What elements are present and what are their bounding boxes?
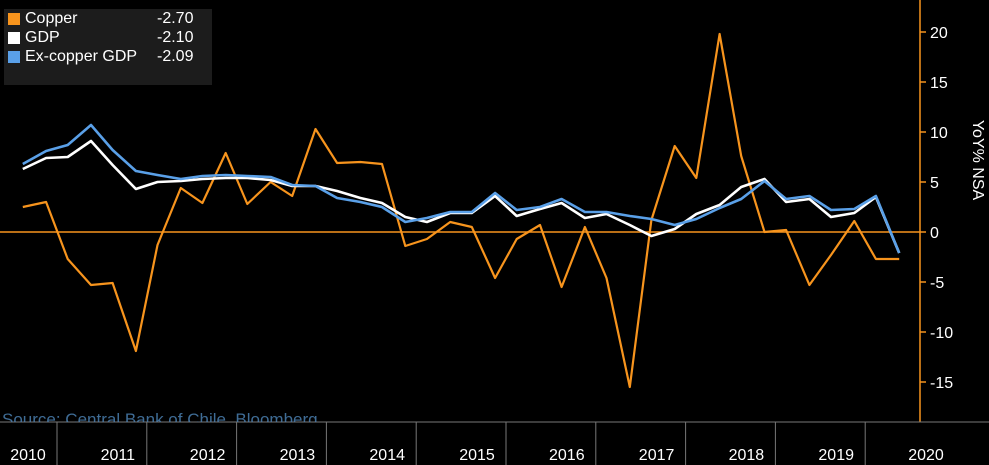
y-axis-title: YoY% NSA <box>969 120 986 201</box>
y-tick-label: 20 <box>930 25 948 42</box>
legend-entry-gdp: GDP -2.10 <box>4 28 212 47</box>
legend-label-ex-copper-gdp: Ex-copper GDP <box>25 47 138 65</box>
legend-entry-ex-copper-gdp: Ex-copper GDP -2.09 <box>4 47 212 66</box>
source-note: Source: Central Bank of Chile, Bloomberg <box>2 410 318 422</box>
y-tick-label: -10 <box>930 325 953 342</box>
x-tick-label: 2016 <box>549 447 585 464</box>
x-tick-label: 2020 <box>908 447 944 464</box>
series-line-ex-copper-gdp <box>22 123 901 254</box>
x-tick-label: 2013 <box>280 447 316 464</box>
y-tick-label: 10 <box>930 125 948 142</box>
legend: Copper -2.70 GDP -2.10 Ex-copper GDP -2.… <box>4 9 212 85</box>
y-tick-label: 15 <box>930 75 948 92</box>
x-tick-label: 2011 <box>101 447 136 464</box>
y-tick-label: -5 <box>930 275 944 292</box>
x-tick-label: 2012 <box>190 447 226 464</box>
x-tick-label: 2015 <box>459 447 495 464</box>
legend-label-gdp: GDP <box>25 28 60 46</box>
legend-label-copper: Copper <box>25 9 78 27</box>
series-line-gdp <box>22 139 901 254</box>
x-tick-label: 2017 <box>639 447 675 464</box>
legend-value-ex-copper-gdp: -2.09 <box>157 47 194 65</box>
series-line-copper <box>22 32 900 389</box>
legend-value-gdp: -2.10 <box>157 28 194 46</box>
legend-swatch-ex-copper-gdp <box>8 50 20 63</box>
legend-swatch-gdp <box>8 31 20 44</box>
legend-value-copper: -2.70 <box>157 9 194 27</box>
x-tick-label: 2010 <box>10 447 46 464</box>
x-tick-label: 2019 <box>818 447 854 464</box>
y-tick-label: 5 <box>930 175 939 192</box>
legend-entry-copper: Copper -2.70 <box>4 9 212 28</box>
x-tick-label: 2018 <box>729 447 765 464</box>
y-tick-label: 0 <box>930 225 939 242</box>
legend-swatch-copper <box>8 12 20 25</box>
y-tick-label: -15 <box>930 375 953 392</box>
x-tick-label: 2014 <box>369 447 405 464</box>
